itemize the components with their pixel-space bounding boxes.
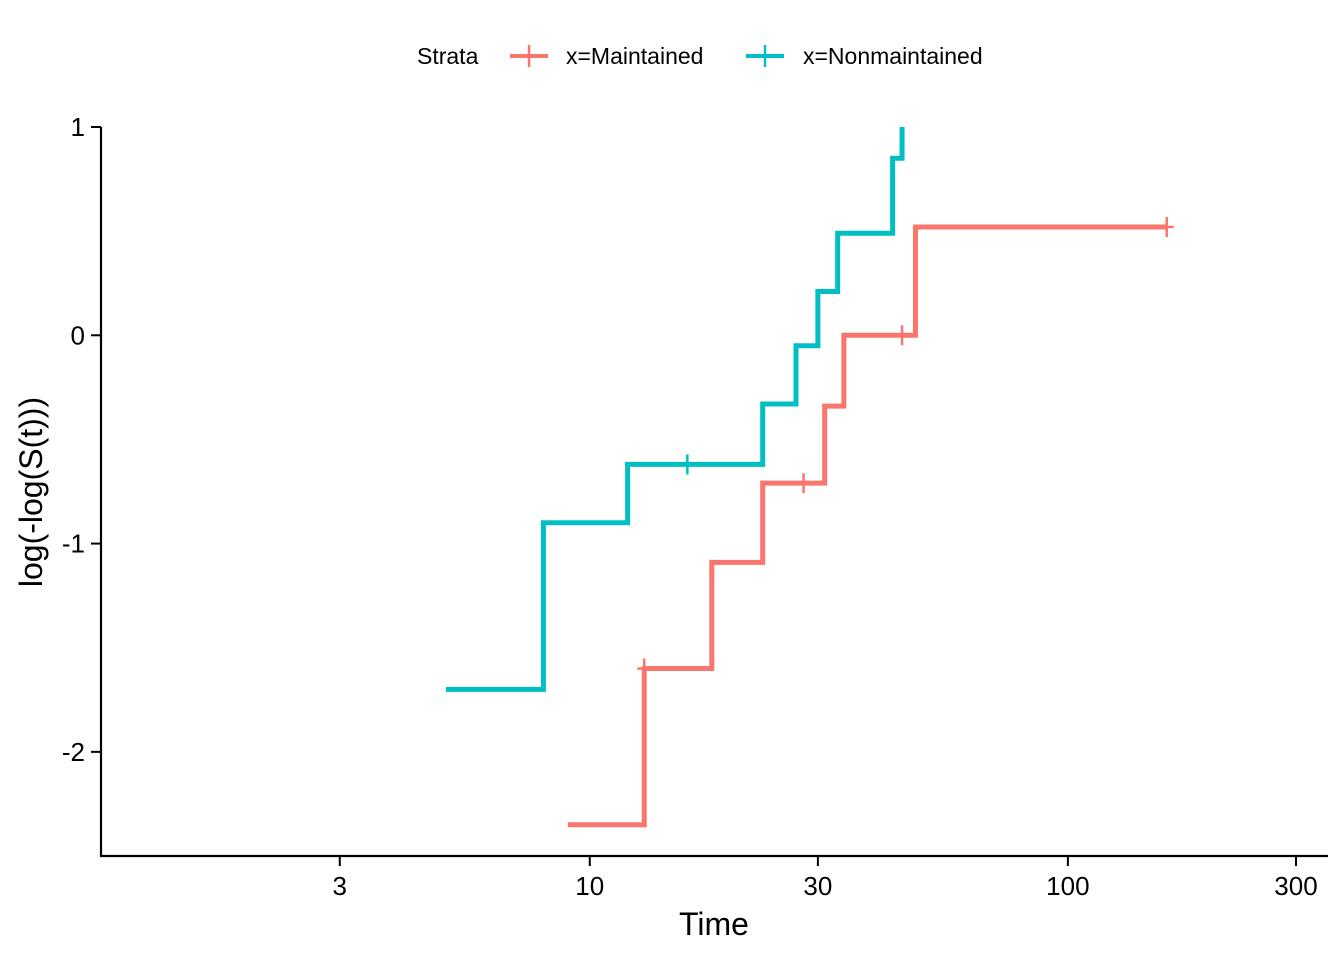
legend-title: Strata: [417, 43, 479, 69]
legend-key-maintained: [510, 45, 548, 67]
y-tick-label: 1: [71, 112, 85, 142]
axis-ticks: 3 10 30 100 300 -2 -1 0 1: [62, 112, 1318, 901]
legend-label-maintained: x=Maintained: [566, 43, 703, 69]
x-tick-label: 30: [803, 871, 832, 901]
x-tick-label: 100: [1046, 871, 1089, 901]
y-tick-label: -1: [62, 529, 85, 559]
y-tick-label: 0: [71, 320, 85, 350]
x-tick-label: 3: [333, 871, 347, 901]
legend-key-nonmaintained: [746, 45, 784, 67]
series-layer: [445, 127, 1174, 828]
series-line-nonmaintained: [445, 127, 905, 692]
x-axis-title: Time: [679, 906, 749, 942]
x-tick-label: 10: [575, 871, 604, 901]
legend-label-nonmaintained: x=Nonmaintained: [803, 43, 983, 69]
y-axis-title: log(-log(S(t))): [13, 397, 49, 587]
x-tick-label: 300: [1274, 871, 1317, 901]
series-line-maintained: [567, 224, 1167, 828]
y-tick-label: -2: [62, 737, 85, 767]
legend: Strata x=Maintained x=Nonmaintained: [417, 43, 983, 69]
